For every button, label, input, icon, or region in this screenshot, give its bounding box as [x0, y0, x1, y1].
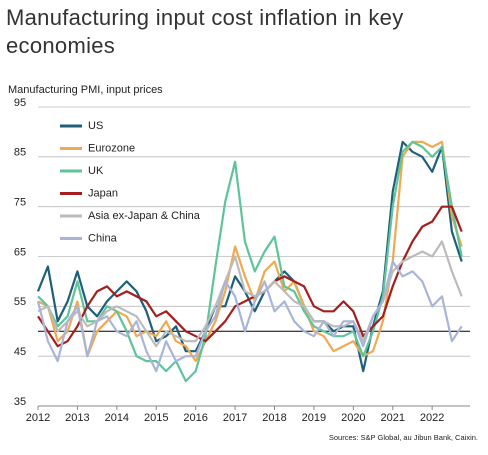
- subtitle: Manufacturing PMI, input prices: [8, 84, 163, 96]
- y-tick-label: 95: [14, 97, 26, 109]
- x-tick-label: 2015: [144, 412, 168, 424]
- legend-label: US: [88, 120, 103, 132]
- x-tick-label: 2013: [65, 412, 89, 424]
- source: Sources: S&P Global, au Jibun Bank, Caix…: [329, 433, 478, 442]
- y-tick-label: 85: [14, 147, 26, 159]
- legend-label: UK: [88, 165, 104, 177]
- series-line: [37, 140, 463, 383]
- legend-label: China: [88, 232, 118, 244]
- series-line: [37, 240, 463, 348]
- legend-label: Asia ex-Japan & China: [88, 210, 201, 222]
- y-tick-label: 65: [14, 246, 26, 258]
- series-line: [37, 205, 463, 348]
- x-tick-label: 2021: [381, 412, 405, 424]
- x-tick-label: 2012: [26, 412, 50, 424]
- legend-label: Eurozone: [88, 142, 135, 154]
- x-tick-label: 2020: [341, 412, 365, 424]
- y-tick-label: 45: [14, 346, 26, 358]
- x-tick-label: 2018: [262, 412, 286, 424]
- y-tick-label: 35: [14, 396, 26, 408]
- x-tick-label: 2022: [420, 412, 444, 424]
- chart-title: Manufacturing input cost inflation in ke…: [6, 5, 404, 58]
- x-tick-label: 2014: [105, 412, 129, 424]
- legend-label: Japan: [88, 187, 118, 199]
- y-tick-label: 55: [14, 296, 26, 308]
- y-tick-label: 75: [14, 197, 26, 209]
- x-tick-label: 2016: [183, 412, 207, 424]
- series-line: [36, 260, 463, 373]
- series-line: [36, 140, 463, 373]
- x-tick-label: 2017: [223, 412, 247, 424]
- x-tick-label: 2019: [302, 412, 326, 424]
